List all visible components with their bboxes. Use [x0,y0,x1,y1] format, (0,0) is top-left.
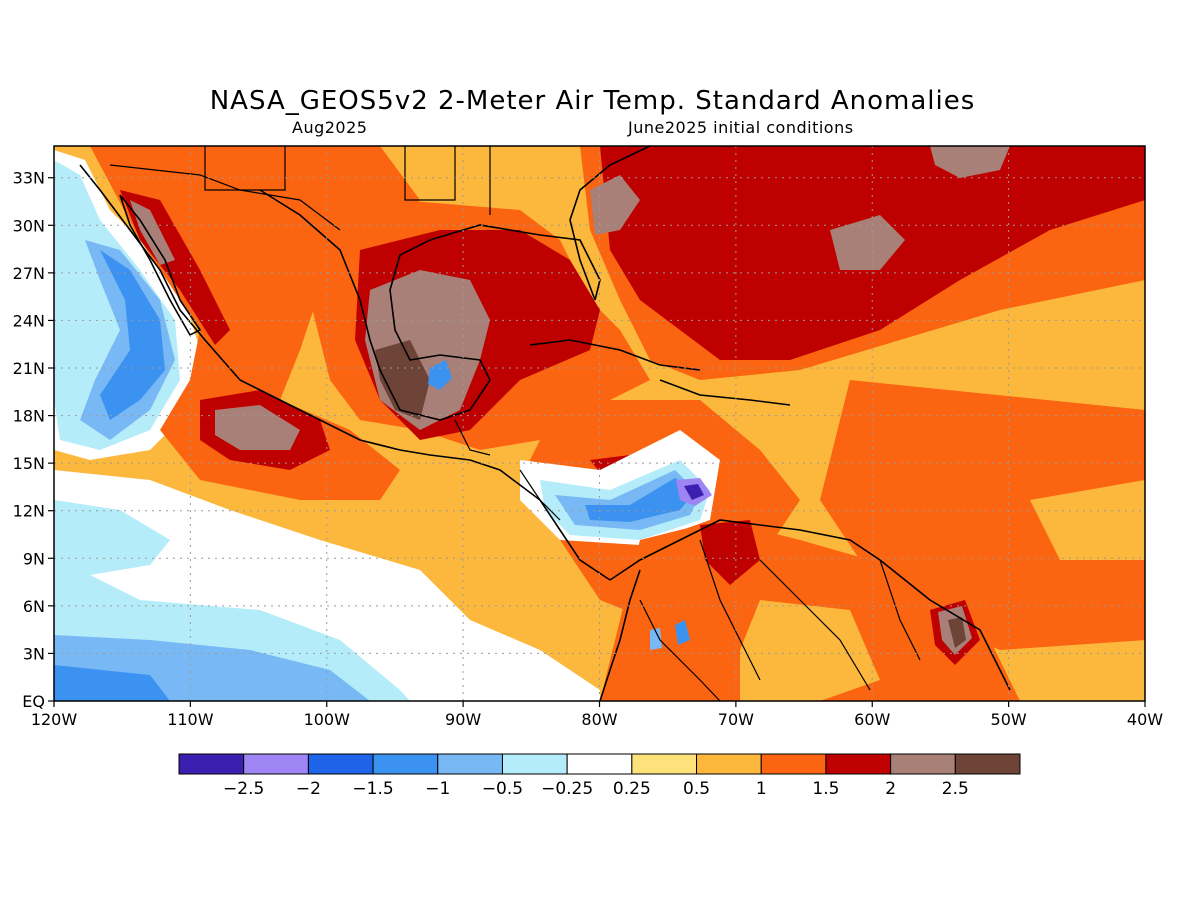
lon-tick-label: 70W [718,710,754,729]
colorbar-swatch [631,753,698,775]
init-conditions: June2025 initial conditions [628,118,854,137]
atlantic-band-light [1030,480,1145,560]
colorbar-label: 1.5 [812,779,839,799]
graticule [54,146,1145,701]
colorbar-label: 1 [756,779,767,799]
colorbar-swatch [954,753,1021,775]
colorbar-swatch [307,753,374,775]
coastlines [79,145,1011,702]
colorbar: −2.5 −2 −1.5 −1 −0.5 −0.25 0.25 0.5 1 1.5 2 2.5 [178,753,1021,799]
valid-month: Aug2025 [292,118,368,137]
lat-tick-label: EQ [22,692,45,711]
lat-tick-label: 3N [23,644,45,663]
caribbean-cooler [585,478,695,522]
lon-tick-label: 60W [854,710,890,729]
baja-coast-cooler [100,250,165,420]
lat-tick-label: 18N [13,407,45,426]
guianas-extreme-dark [948,617,966,648]
lat-tick-label: 30N [13,216,45,235]
caribbean-min [684,484,704,500]
colorbar-swatch [566,753,633,775]
colorbar-swatch [178,753,245,775]
colorbar-label: −1 [425,779,450,799]
sierra-madre-extreme [130,200,175,265]
lat-tick-label: 12N [13,502,45,521]
lon-tick-label: 80W [581,710,617,729]
colorbar-swatch [501,753,568,775]
lat-tick-label: 33N [13,169,45,188]
colorbar-swatch [243,753,309,775]
andes-cool-2 [650,628,662,650]
colorbar-swatch [825,753,892,775]
longitude-axis: 120W 110W 100W 90W 80W 70W 60W 50W 40W [31,701,1163,729]
anomaly-field [54,146,1145,701]
latitude-axis: 33N 30N 27N 24N 21N 18N 15N 12N 9N 6N 3N EQ [13,169,54,711]
andes-cool-1 [675,620,690,645]
colorbar-label: 2 [885,779,896,799]
lon-tick-label: 90W [445,710,481,729]
lon-tick-label: 100W [304,710,351,729]
colorbar-swatch [696,753,762,775]
lon-tick-label: 110W [167,710,214,729]
colorbar-label: −0.25 [541,779,593,799]
atlantic-extreme-warm-2 [930,146,1010,178]
lon-tick-label: 50W [991,710,1027,729]
lat-tick-label: 6N [23,597,45,616]
yucatan-extreme-warm [375,340,430,420]
lon-tick-label: 120W [31,710,78,729]
lat-tick-label: 9N [23,549,45,568]
colorbar-label: 0.5 [683,779,710,799]
colorbar-label: −2.5 [223,779,264,799]
lat-tick-label: 21N [13,359,45,378]
map-title: NASA_GEOS5v2 2-Meter Air Temp. Standard … [209,86,976,116]
lat-tick-label: 15N [13,454,45,473]
atlantic-extreme-warm-1 [830,215,905,270]
south-america-strong-1 [700,520,760,585]
colorbar-swatch [760,753,827,775]
colorbar-label: 0.25 [613,779,651,799]
lon-tick-label: 40W [1127,710,1163,729]
colorbar-label: −0.5 [482,779,523,799]
colorbar-label: −1.5 [352,779,393,799]
mexico-pacific-extreme [215,405,300,450]
colorbar-swatch [372,753,439,775]
pacific-cooler-region [54,665,170,701]
colorbar-swatch [437,753,503,775]
florida-extreme-warm [590,175,640,235]
atlantic-orange-south [820,380,1145,650]
political-borders [109,146,921,702]
colorbar-label: 2.5 [942,779,969,799]
lat-tick-label: 27N [13,264,45,283]
colorbar-label: −2 [296,779,321,799]
lat-tick-label: 24N [13,311,45,330]
colorbar-swatch [890,753,956,775]
amazon-light-region [740,600,880,701]
